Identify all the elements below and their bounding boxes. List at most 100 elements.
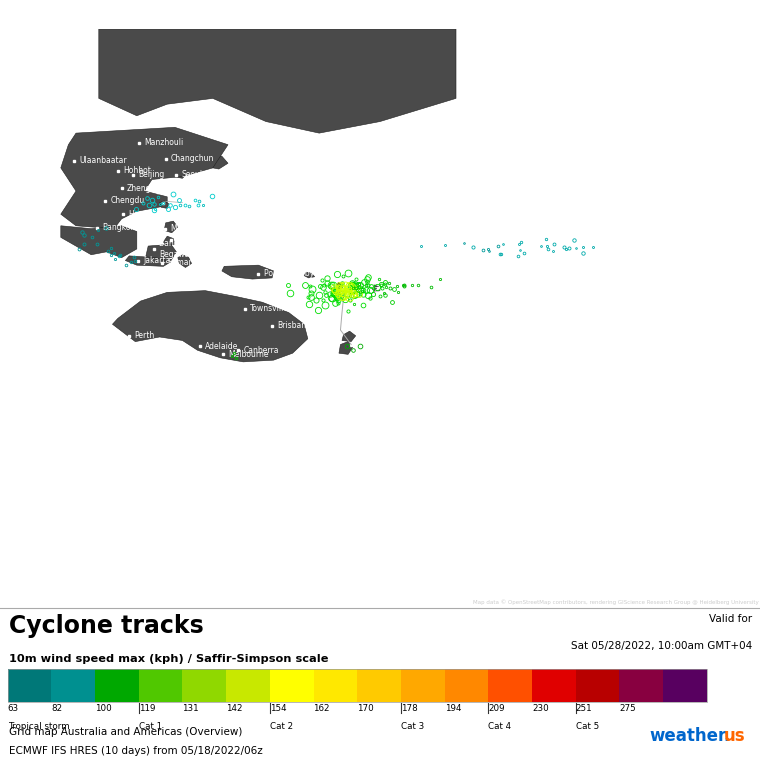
Bar xyxy=(8,669,52,702)
Polygon shape xyxy=(372,285,380,292)
Text: Taipei City: Taipei City xyxy=(169,198,208,207)
Text: Semarang: Semarang xyxy=(167,258,207,268)
Bar xyxy=(139,669,182,702)
Text: weather.: weather. xyxy=(650,727,731,745)
Text: Jakarta: Jakarta xyxy=(144,256,171,265)
Polygon shape xyxy=(304,272,315,278)
Text: Manzhouli: Manzhouli xyxy=(144,138,184,147)
Bar xyxy=(95,669,138,702)
Text: Dili: Dili xyxy=(203,261,216,270)
Polygon shape xyxy=(99,29,456,133)
Text: Cat 3: Cat 3 xyxy=(401,722,424,731)
Bar xyxy=(663,669,707,702)
Bar xyxy=(401,669,445,702)
Text: 162: 162 xyxy=(313,704,330,713)
Text: Seoul: Seoul xyxy=(182,170,203,179)
Text: Tokyo: Tokyo xyxy=(223,173,245,182)
Polygon shape xyxy=(61,128,228,229)
Text: Beijing: Beijing xyxy=(138,170,165,179)
Text: Bandar Seri
Begawan: Bandar Seri Begawan xyxy=(159,239,204,258)
Text: Bangkok: Bangkok xyxy=(103,223,135,232)
Bar xyxy=(52,669,95,702)
Text: 82: 82 xyxy=(52,704,62,713)
Text: Changchun: Changchun xyxy=(171,154,214,163)
Polygon shape xyxy=(61,226,137,258)
Polygon shape xyxy=(342,331,356,341)
Polygon shape xyxy=(204,154,228,169)
Polygon shape xyxy=(222,265,274,279)
Text: Cat 2: Cat 2 xyxy=(270,722,293,731)
Text: Grid map Australia and Americas (Overview): Grid map Australia and Americas (Overvie… xyxy=(9,727,242,736)
Text: Melbourne: Melbourne xyxy=(228,350,268,359)
Text: 10m wind speed max (kph) / Saffir-Simpson scale: 10m wind speed max (kph) / Saffir-Simpso… xyxy=(9,654,328,663)
Polygon shape xyxy=(146,244,176,261)
Text: 63: 63 xyxy=(8,704,19,713)
Text: Cyclone tracks: Cyclone tracks xyxy=(9,614,204,638)
Text: Manila: Manila xyxy=(170,224,196,233)
Text: ECMWF IFS HRES (10 days) from 05/18/2022/06z: ECMWF IFS HRES (10 days) from 05/18/2022… xyxy=(9,746,263,756)
Text: Hanoi: Hanoi xyxy=(128,210,150,219)
Polygon shape xyxy=(160,201,169,208)
Polygon shape xyxy=(164,221,178,233)
Text: Canberra: Canberra xyxy=(243,346,279,355)
Text: 178: 178 xyxy=(401,704,418,713)
Bar xyxy=(532,669,576,702)
Text: Chengdu: Chengdu xyxy=(110,196,144,205)
Text: Adelaide: Adelaide xyxy=(205,342,239,350)
Text: Suva: Suva xyxy=(384,283,403,293)
Text: This service is based on data and products of the European Centre for Medium-ran: This service is based on data and produc… xyxy=(6,11,499,20)
Bar xyxy=(445,669,489,702)
Text: Guangzhou: Guangzhou xyxy=(144,211,188,220)
Polygon shape xyxy=(336,283,344,293)
Text: Map data © OpenStreetMap contributors, rendering GIScience Research Group @ Heid: Map data © OpenStreetMap contributors, r… xyxy=(473,600,758,605)
Text: Majuro: Majuro xyxy=(363,243,389,252)
Text: 251: 251 xyxy=(576,704,592,713)
Polygon shape xyxy=(173,166,188,179)
Text: Zamboanga
City: Zamboanga City xyxy=(176,230,223,250)
Bar xyxy=(226,669,270,702)
Polygon shape xyxy=(178,255,192,268)
Text: 119: 119 xyxy=(139,704,155,713)
Text: Sapporo: Sapporo xyxy=(235,150,267,159)
Text: 154: 154 xyxy=(270,704,287,713)
Text: 100: 100 xyxy=(95,704,112,713)
Text: Shanghai: Shanghai xyxy=(163,188,199,197)
Text: Port Moresby: Port Moresby xyxy=(264,269,314,278)
Polygon shape xyxy=(112,290,308,362)
Bar xyxy=(182,669,226,702)
Text: Zhengzhou: Zhengzhou xyxy=(127,184,170,192)
Text: Brisbane: Brisbane xyxy=(277,321,311,331)
Text: Osaka: Osaka xyxy=(212,185,236,195)
Polygon shape xyxy=(163,236,175,246)
Text: 275: 275 xyxy=(619,704,636,713)
Text: Cat 5: Cat 5 xyxy=(576,722,599,731)
Text: Sat 05/28/2022, 10:00am GMT+04: Sat 05/28/2022, 10:00am GMT+04 xyxy=(572,641,752,651)
Text: Townsville: Townsville xyxy=(250,304,289,313)
Bar xyxy=(576,669,619,702)
Bar xyxy=(619,669,663,702)
Text: Port Vila: Port Vila xyxy=(347,285,379,294)
Polygon shape xyxy=(125,256,171,266)
Text: Auckland: Auckland xyxy=(356,340,392,349)
Bar xyxy=(313,669,357,702)
Text: Valid for: Valid for xyxy=(709,614,752,624)
Text: 170: 170 xyxy=(357,704,374,713)
Text: Honiara: Honiara xyxy=(318,268,349,277)
Bar xyxy=(489,669,532,702)
Text: 194: 194 xyxy=(445,704,461,713)
Text: Cat 1: Cat 1 xyxy=(139,722,162,731)
Polygon shape xyxy=(339,341,353,354)
Bar xyxy=(270,669,313,702)
Text: Tropical storm: Tropical storm xyxy=(8,722,69,731)
Text: 209: 209 xyxy=(489,704,505,713)
Text: Cat 4: Cat 4 xyxy=(489,722,511,731)
Text: 230: 230 xyxy=(532,704,549,713)
Bar xyxy=(8,669,707,702)
Text: Ulaanbaatar: Ulaanbaatar xyxy=(80,157,128,166)
Text: 131: 131 xyxy=(182,704,199,713)
Text: Perth: Perth xyxy=(135,331,155,340)
Bar xyxy=(357,669,401,702)
Text: Hohhot: Hohhot xyxy=(123,166,151,176)
Text: 142: 142 xyxy=(226,704,242,713)
Text: us: us xyxy=(724,727,745,745)
